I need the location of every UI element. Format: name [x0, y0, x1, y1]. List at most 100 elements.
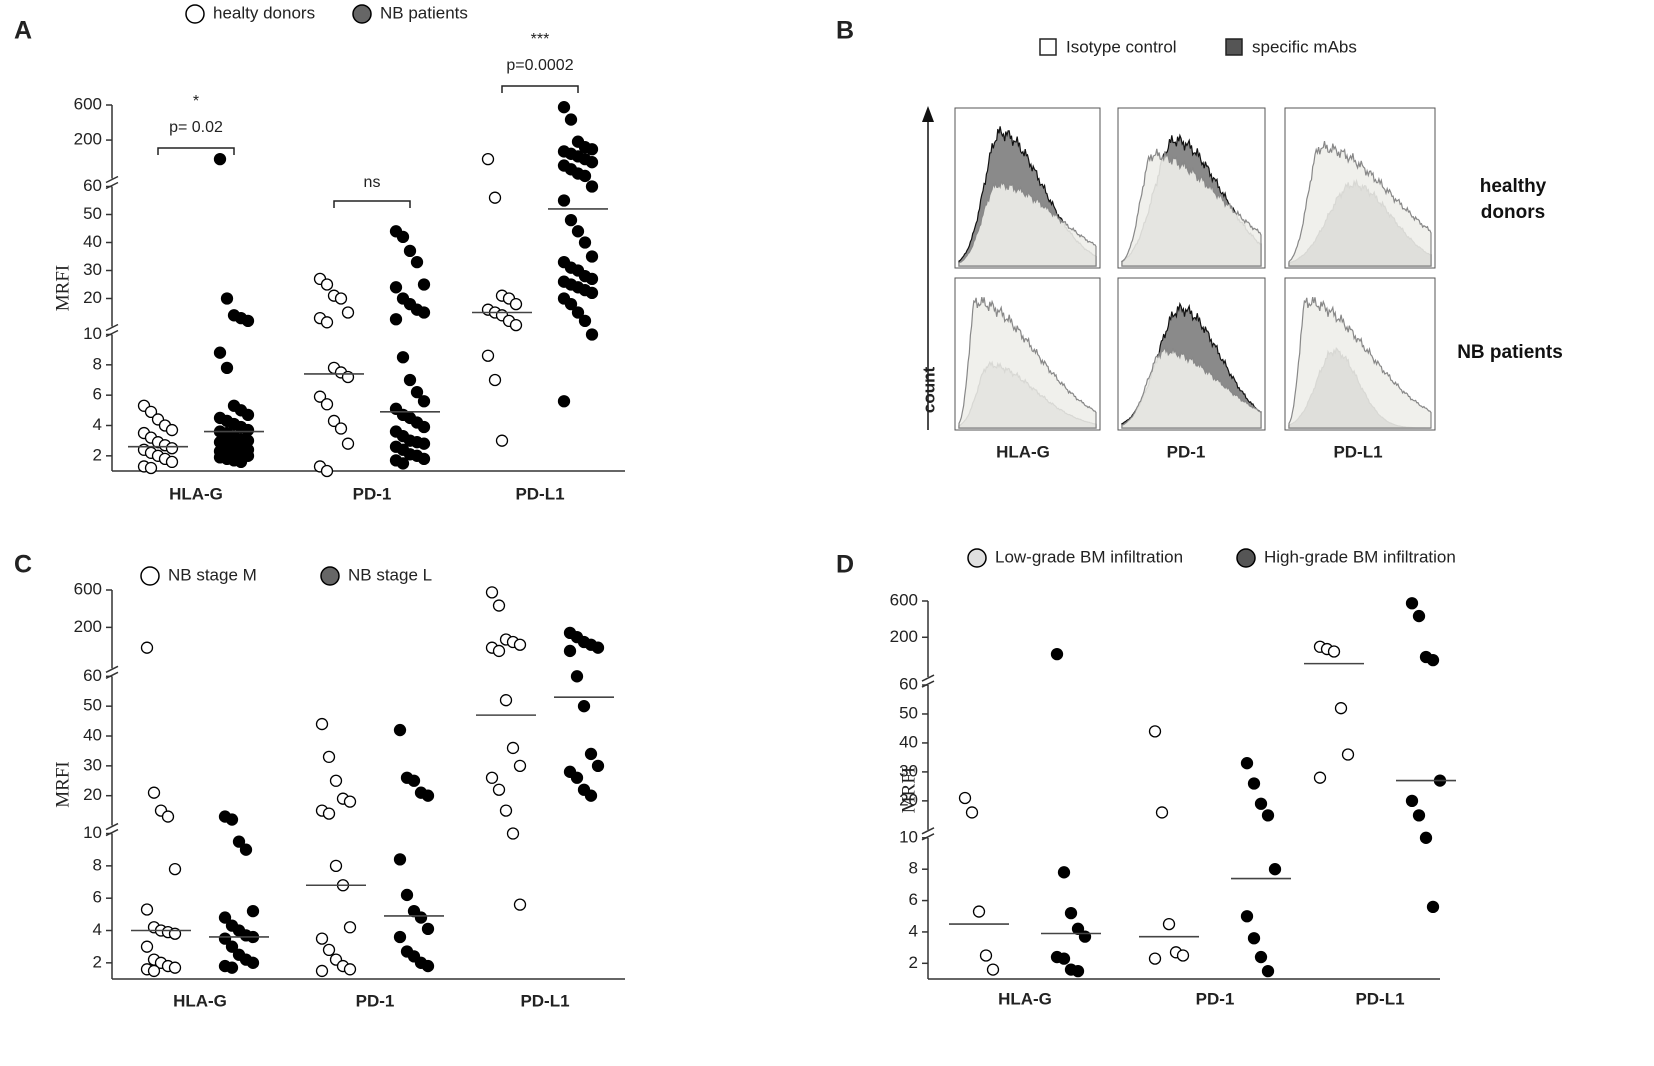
isotype-histogram: [1121, 345, 1262, 429]
x-tick-label: HLA-G: [169, 484, 223, 503]
data-point: [334, 292, 348, 305]
data-point: [591, 759, 605, 772]
data-point: [313, 390, 327, 403]
data-point: [389, 281, 403, 294]
data-point: [417, 395, 431, 408]
y-tick-label: 2: [93, 445, 102, 464]
data-point: [513, 759, 527, 772]
y-tick-label: 50: [899, 703, 918, 722]
axis-break: [921, 680, 935, 688]
column-label: HLA-G: [996, 442, 1050, 461]
axis-break: [105, 828, 119, 837]
data-point: [1334, 702, 1348, 715]
x-tick-label: PD-1: [356, 991, 395, 1010]
data-point: [144, 461, 158, 475]
y-tick-label: 8: [909, 859, 918, 878]
y-tick-label: 4: [909, 921, 918, 940]
data-point: [513, 638, 527, 651]
data-point: [147, 964, 161, 978]
data-point: [320, 316, 334, 329]
data-point: [488, 373, 502, 387]
data-point: [220, 361, 234, 375]
legend-label: NB patients: [380, 3, 468, 22]
data-point: [1064, 906, 1078, 920]
y-tick-label: 6: [909, 890, 918, 909]
data-point: [241, 408, 255, 422]
data-point: [1419, 831, 1433, 844]
legend-marker: [185, 4, 205, 24]
data-point: [322, 943, 336, 957]
p-value: p=0.0002: [506, 57, 573, 74]
data-point: [972, 905, 986, 918]
data-point: [1057, 866, 1071, 879]
data-point: [213, 153, 227, 166]
y-tick-label: 30: [899, 761, 918, 780]
data-point: [1240, 910, 1254, 923]
data-point: [585, 328, 599, 341]
y-tick-label: 6: [93, 888, 102, 907]
x-tick-label: PD-L1: [520, 991, 569, 1010]
x-tick-label: PD-1: [1196, 989, 1235, 1008]
data-point: [239, 843, 253, 856]
data-point: [585, 250, 599, 263]
panel-letter: C: [14, 551, 32, 579]
data-point: [499, 804, 513, 817]
data-point: [322, 807, 336, 820]
isotype-histogram: [1288, 140, 1432, 267]
y-tick-label: 50: [83, 204, 102, 223]
x-tick-label: HLA-G: [998, 989, 1052, 1008]
legend-label: NB stage L: [348, 565, 432, 584]
legend-marker: [140, 566, 160, 586]
data-point: [481, 349, 495, 362]
data-point: [492, 599, 506, 612]
y-axis-label: MRFI: [52, 265, 73, 311]
data-point: [393, 853, 407, 866]
y-tick-label: 50: [83, 696, 102, 715]
data-point: [403, 244, 417, 258]
x-tick-label: PD-1: [353, 484, 392, 503]
data-point: [1405, 597, 1419, 610]
data-point: [1148, 725, 1162, 738]
data-point: [343, 963, 357, 976]
axis-break: [105, 329, 119, 338]
data-point: [557, 101, 571, 114]
row-label: healthy donors: [1479, 176, 1547, 223]
x-tick-label: HLA-G: [173, 991, 227, 1010]
data-point: [393, 723, 407, 737]
data-point: [585, 286, 599, 300]
y-tick-label: 4: [93, 415, 102, 434]
y-axis-label: MRFI: [898, 767, 919, 813]
data-point: [986, 963, 1000, 976]
y-tick-label: 600: [890, 590, 918, 609]
data-point: [564, 297, 578, 311]
y-tick-label: 40: [83, 725, 102, 744]
data-point: [322, 750, 336, 764]
data-point: [1426, 900, 1440, 913]
data-point: [506, 827, 520, 840]
data-point: [584, 747, 598, 761]
data-point: [1254, 797, 1268, 810]
data-point: [421, 789, 435, 802]
data-point: [557, 194, 571, 207]
y-tick-label: 200: [890, 627, 918, 646]
y-tick-label: 600: [74, 579, 102, 598]
data-point: [417, 420, 431, 434]
significance: ns: [364, 174, 381, 191]
y-tick-label: 20: [83, 288, 102, 307]
data-point: [578, 314, 592, 328]
data-point: [1412, 809, 1426, 822]
p-value: p= 0.02: [169, 119, 223, 136]
data-point: [165, 455, 179, 469]
data-point: [234, 455, 248, 469]
y-tick-label: 20: [83, 785, 102, 804]
data-point: [571, 225, 585, 238]
y-tick-label: 2: [93, 952, 102, 971]
data-point: [578, 169, 592, 183]
data-point: [979, 949, 993, 962]
data-point: [396, 351, 410, 364]
column-label: PD-1: [1167, 442, 1206, 461]
data-point: [334, 422, 348, 435]
axis-break: [105, 175, 119, 184]
